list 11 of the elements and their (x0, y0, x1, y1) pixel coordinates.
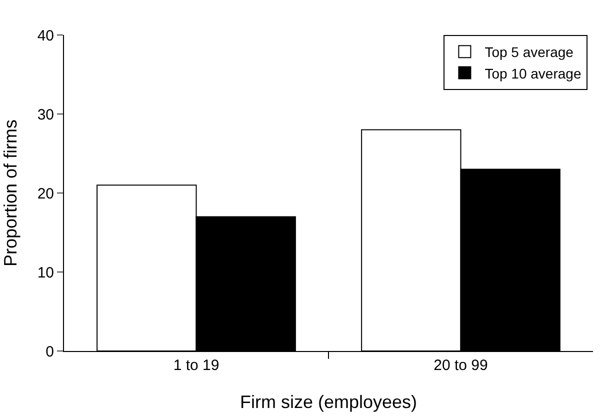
x-tick-label: 1 to 19 (173, 357, 220, 374)
y-tick-label: 10 (37, 264, 54, 282)
legend-label: Top 10 average (484, 65, 582, 82)
y-tick-label: 0 (46, 343, 54, 360)
y-tick-label: 30 (37, 106, 54, 124)
y-tick-label: 20 (37, 185, 54, 202)
x-axis-title: Firm size (employees) (240, 392, 418, 412)
y-axis-title: Proportion of firms (0, 119, 21, 267)
y-tick-label: 40 (37, 27, 54, 44)
legend-label: Top 5 average (484, 44, 574, 60)
x-tick-label: 20 to 99 (434, 357, 488, 374)
